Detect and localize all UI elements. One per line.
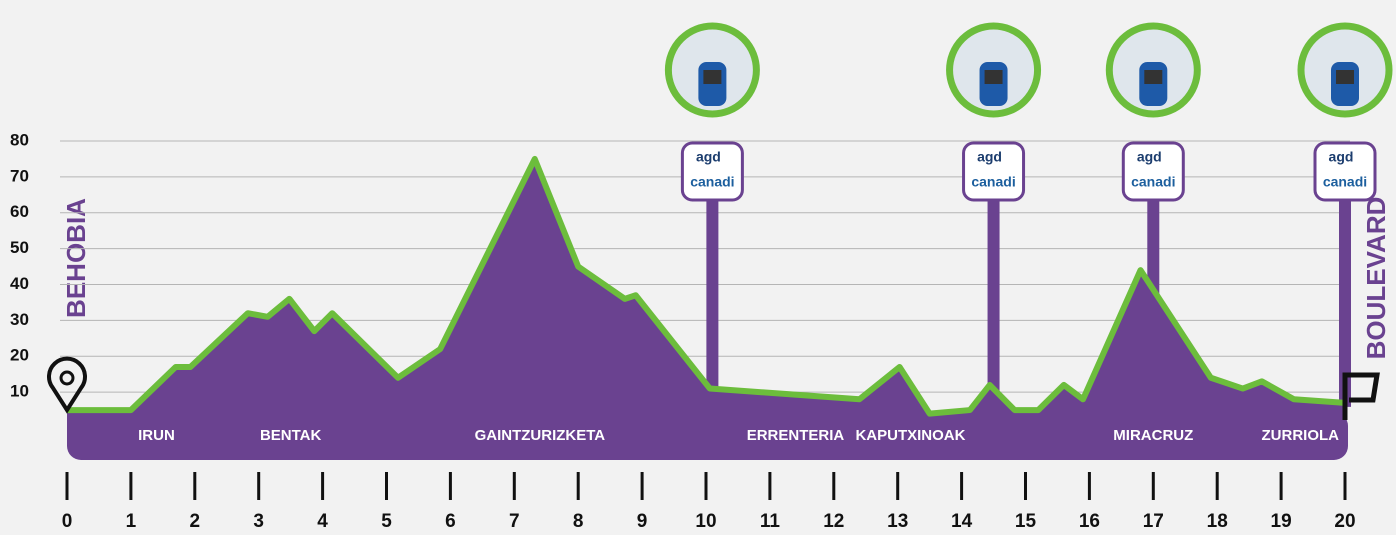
- y-tick-label: 40: [10, 274, 29, 293]
- logo-bottom: canadi: [1131, 174, 1175, 190]
- x-tick-label: 13: [887, 511, 908, 532]
- x-tick-label: 8: [573, 511, 584, 532]
- y-tick-label: 20: [10, 346, 29, 365]
- logo-top: agd: [1329, 149, 1354, 165]
- glucometer-screen: [984, 70, 1003, 84]
- y-tick-label: 70: [10, 166, 29, 185]
- x-tick-label: 16: [1079, 511, 1100, 532]
- x-tick-label: 3: [253, 511, 264, 532]
- place-label: ERRENTERIA: [747, 427, 845, 444]
- x-tick-label: 11: [760, 511, 781, 532]
- x-tick-label: 12: [823, 511, 844, 532]
- x-tick-label: 19: [1271, 511, 1292, 532]
- start-pin: [47, 356, 87, 414]
- place-label: BENTAK: [260, 427, 322, 444]
- x-tick-label: 4: [317, 511, 328, 532]
- x-tick-label: 1: [126, 511, 137, 532]
- x-tick-label: 14: [951, 511, 973, 532]
- station-logo: [680, 141, 744, 202]
- place-label: MIRACRUZ: [1113, 427, 1193, 444]
- y-tick-label: 80: [10, 130, 29, 149]
- station-pole: [987, 195, 1000, 393]
- place-label: IRUN: [138, 427, 175, 444]
- logo-top: agd: [977, 149, 1002, 165]
- glucometer-screen: [1336, 70, 1354, 84]
- place-label: KAPUTXINOAK: [855, 427, 965, 444]
- x-tick-label: 17: [1143, 511, 1164, 532]
- station-pole: [1147, 195, 1160, 294]
- station-logo: [1121, 141, 1185, 202]
- x-tick-label: 6: [445, 511, 456, 532]
- station-pole: [706, 195, 719, 393]
- y-tick-label: 60: [10, 202, 29, 221]
- base-band: [67, 412, 1348, 460]
- start-label: BEHOBIA: [61, 198, 91, 318]
- x-tick-label: 7: [509, 511, 520, 532]
- y-tick-label: 50: [10, 238, 29, 257]
- glucometer-screen: [1144, 70, 1163, 84]
- x-tick-label: 5: [381, 511, 392, 532]
- finish-flag: [1342, 372, 1380, 420]
- station-pole: [1339, 195, 1351, 407]
- x-tick-label: 10: [695, 511, 716, 532]
- logo-top: agd: [1137, 149, 1162, 165]
- station-logo: [962, 141, 1026, 202]
- x-tick-label: 15: [1015, 511, 1037, 532]
- x-tick-label: 2: [190, 511, 201, 532]
- finish-label: BOULEVARD: [1361, 197, 1391, 360]
- logo-bottom: canadi: [971, 174, 1015, 190]
- logo-top: agd: [696, 149, 721, 165]
- logo-bottom: canadi: [1323, 174, 1367, 190]
- x-tick-label: 9: [637, 511, 648, 532]
- station-logo: [1313, 141, 1377, 202]
- profile-line: [67, 155, 1346, 417]
- x-tick-label: 20: [1334, 511, 1355, 532]
- x-tick-label: 0: [62, 511, 73, 532]
- place-label: ZURRIOLA: [1262, 427, 1340, 444]
- start-pin-dot: [59, 370, 75, 386]
- y-tick-label: 10: [10, 382, 29, 401]
- place-label: GAINTZURIZKETA: [475, 427, 606, 444]
- y-tick-label: 30: [10, 310, 29, 329]
- logo-bottom: canadi: [690, 174, 734, 190]
- glucometer-screen: [703, 70, 722, 84]
- x-tick-label: 18: [1207, 511, 1228, 532]
